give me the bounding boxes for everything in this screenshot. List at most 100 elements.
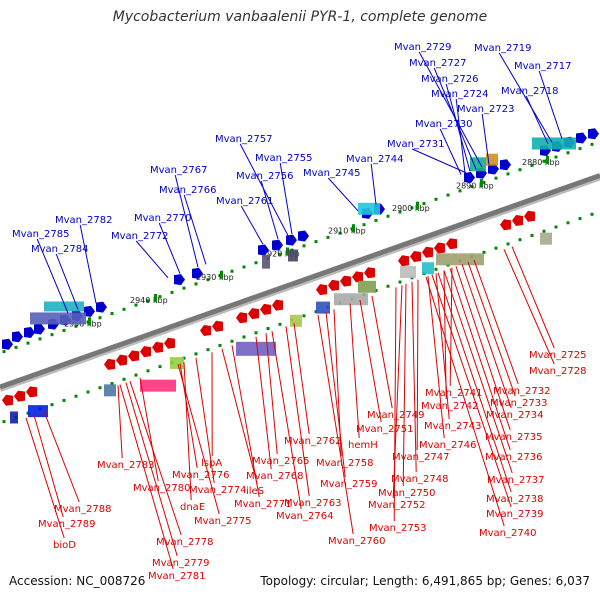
gene-domain-block	[532, 137, 576, 150]
upper-gene-arrow	[488, 163, 499, 175]
upper-tick-dot	[134, 303, 138, 307]
upper-tick-dot	[302, 244, 306, 248]
lower-gene-arrow	[364, 267, 375, 279]
upper-gene-arrow	[464, 171, 475, 183]
leader-line	[349, 303, 360, 439]
lower-gene-arrow	[340, 275, 351, 287]
gene-label: Mvan_2763	[284, 498, 341, 509]
upper-gene-arrow	[272, 239, 283, 251]
gene-label: dnaE	[180, 502, 205, 513]
leader-line	[445, 83, 471, 172]
kbp-tick-label: 2910 kbp	[328, 226, 366, 235]
lower-tick-dot	[278, 322, 282, 326]
gene-label: Mvan_2788	[54, 504, 111, 515]
kbp-tick-mark	[416, 201, 419, 210]
gene-label: Mvan_2767	[150, 165, 207, 176]
lower-tick-dot	[122, 377, 126, 381]
gene-label: Mvan_2728	[529, 366, 586, 377]
lower-tick-dot	[542, 229, 546, 233]
leader-line	[393, 287, 397, 522]
gene-domain-block	[358, 280, 376, 293]
gene-label: Mvan_2775	[194, 516, 251, 527]
upper-tick-dot	[374, 218, 378, 222]
gene-label: Mvan_2718	[501, 86, 558, 97]
gene-label: Mvan_2759	[320, 479, 377, 490]
leader-line	[455, 266, 511, 431]
leader-line	[285, 326, 310, 497]
leader-line	[473, 259, 519, 385]
lower-tick-dot	[578, 217, 582, 221]
upper-tick-dot	[470, 185, 474, 189]
gene-label: Mvan_2774	[189, 485, 246, 496]
lower-gene-arrow	[212, 320, 223, 332]
gene-label: Mvan_2729	[394, 42, 451, 53]
upper-tick-dot	[158, 295, 162, 299]
lower-tick-dot	[590, 212, 594, 216]
leader-line	[125, 382, 178, 557]
leader-line	[455, 98, 466, 174]
lower-tick-dot	[398, 280, 402, 284]
kbp-tick-label: 2920 kbp	[262, 250, 300, 259]
leader-line	[117, 385, 123, 459]
leader-line	[129, 381, 182, 536]
gene-label: Mvan_2732	[493, 386, 550, 397]
gene-domain-block	[288, 249, 298, 262]
upper-tick-dot	[530, 163, 534, 167]
leader-line	[371, 295, 393, 409]
leader-line	[293, 323, 310, 435]
lower-tick-dot	[494, 246, 498, 250]
genome-stats-text: Topology: circular; Length: 6,491,865 bp…	[260, 574, 590, 588]
upper-tick-dot	[422, 202, 426, 206]
gene-domain-block	[104, 384, 116, 397]
leader-line	[418, 51, 483, 168]
leader-line	[325, 312, 346, 478]
upper-tick-dot	[458, 189, 462, 193]
gene-label: Mvan_2727	[409, 58, 466, 69]
gene-domain-block	[170, 357, 184, 370]
leader-line	[33, 414, 64, 518]
upper-gene-arrow	[500, 159, 511, 171]
leader-line	[174, 174, 199, 268]
leader-line	[240, 205, 264, 245]
genome-title: Mycobacterium vanbaalenii PYR-1, complet…	[112, 9, 488, 25]
leader-line	[265, 333, 278, 455]
gene-label: Mvan_2760	[328, 536, 385, 547]
leader-line	[411, 148, 467, 174]
lower-tick-dot	[86, 390, 90, 394]
upper-tick-dot	[410, 206, 414, 210]
lower-tick-dot	[434, 267, 438, 271]
lower-tick-dot	[74, 394, 78, 398]
upper-gene-arrow	[258, 244, 269, 256]
gene-label: Mvan_2737	[487, 475, 544, 486]
leader-line	[183, 194, 207, 265]
upper-gene-arrow	[174, 274, 185, 286]
leader-line	[43, 411, 80, 503]
upper-tick-dot	[74, 324, 78, 328]
leader-line	[36, 238, 69, 314]
gene-domain-block	[140, 379, 176, 392]
gene-label: Mvan_2771	[234, 499, 291, 510]
lower-tick-dot	[266, 327, 270, 331]
gene-domain-block	[290, 314, 302, 327]
upper-tick-dot	[206, 278, 210, 282]
upper-gene-arrow	[588, 128, 599, 140]
upper-tick-dot	[98, 316, 102, 320]
gene-label: Mvan_2758	[316, 458, 373, 469]
leader-line	[427, 276, 445, 439]
gene-label: Mvan_2764	[276, 511, 333, 522]
leader-line	[139, 377, 159, 482]
leader-line	[449, 268, 511, 451]
leader-line	[402, 283, 407, 487]
lower-tick-dot	[194, 352, 198, 356]
upper-tick-dot	[578, 147, 582, 151]
upper-tick-dot	[122, 307, 126, 311]
leader-line	[255, 336, 272, 470]
leader-line	[260, 180, 279, 240]
lower-tick-dot	[242, 335, 246, 339]
upper-tick-dot	[338, 231, 342, 235]
lower-gene-arrow	[116, 354, 127, 366]
gene-domain-block	[44, 301, 84, 312]
leader-line	[119, 384, 174, 570]
kbp-tick-label: 2900 kbp	[392, 204, 430, 213]
